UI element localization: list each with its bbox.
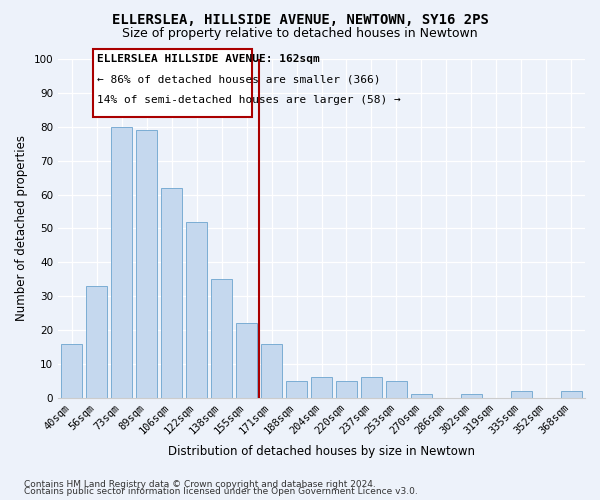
- Bar: [461, 394, 482, 398]
- Bar: [560, 391, 582, 398]
- Text: ELLERSLEA, HILLSIDE AVENUE, NEWTOWN, SY16 2PS: ELLERSLEA, HILLSIDE AVENUE, NEWTOWN, SY1…: [112, 12, 488, 26]
- Text: ELLERSLEA HILLSIDE AVENUE: 162sqm: ELLERSLEA HILLSIDE AVENUE: 162sqm: [97, 54, 320, 64]
- Bar: [186, 222, 207, 398]
- Bar: [61, 344, 82, 398]
- Y-axis label: Number of detached properties: Number of detached properties: [15, 136, 28, 322]
- Bar: [411, 394, 432, 398]
- Text: 14% of semi-detached houses are larger (58) →: 14% of semi-detached houses are larger (…: [97, 94, 401, 104]
- Text: ← 86% of detached houses are smaller (366): ← 86% of detached houses are smaller (36…: [97, 74, 380, 85]
- Bar: [386, 381, 407, 398]
- X-axis label: Distribution of detached houses by size in Newtown: Distribution of detached houses by size …: [168, 444, 475, 458]
- Bar: [511, 391, 532, 398]
- Bar: [161, 188, 182, 398]
- Bar: [311, 378, 332, 398]
- FancyBboxPatch shape: [93, 49, 251, 116]
- Bar: [136, 130, 157, 398]
- Bar: [261, 344, 282, 398]
- Text: Size of property relative to detached houses in Newtown: Size of property relative to detached ho…: [122, 28, 478, 40]
- Text: Contains public sector information licensed under the Open Government Licence v3: Contains public sector information licen…: [24, 488, 418, 496]
- Text: Contains HM Land Registry data © Crown copyright and database right 2024.: Contains HM Land Registry data © Crown c…: [24, 480, 376, 489]
- Bar: [211, 279, 232, 398]
- Bar: [86, 286, 107, 398]
- Bar: [336, 381, 357, 398]
- Bar: [236, 323, 257, 398]
- Bar: [361, 378, 382, 398]
- Bar: [286, 381, 307, 398]
- Bar: [111, 127, 133, 398]
